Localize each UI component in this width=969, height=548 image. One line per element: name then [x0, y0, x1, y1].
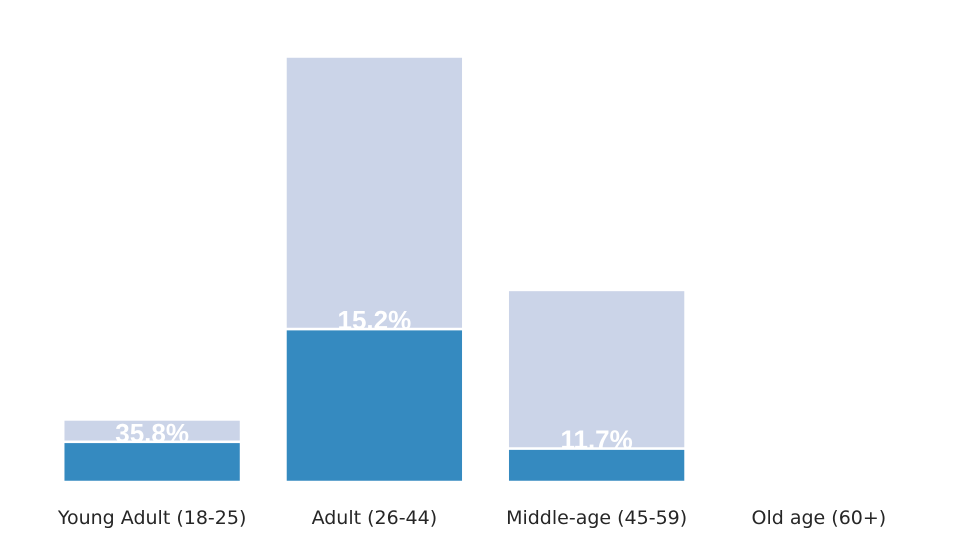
x-tick-label-3: Middle-age (45-59): [506, 507, 687, 529]
x-axis-tick-labels: Young Adult (18-25) Adult (26-44) Middle-a…: [57, 507, 886, 529]
bar-value-label-2: 15.2%: [338, 305, 412, 335]
x-tick-label-2: Adult (26-44): [312, 507, 438, 529]
bar-value-label-1: 35.8%: [115, 418, 189, 448]
x-tick-label-4: Old age (60+): [752, 507, 887, 529]
bar-labels-layer: 35.8% 15.2% 11.7%: [115, 305, 633, 454]
bar-upper-3: [506, 288, 687, 450]
bar-lower-1: [61, 440, 243, 484]
bar-value-label-3: 11.7%: [560, 425, 632, 455]
bar-lower-3: [506, 447, 687, 484]
bar-upper-2: [284, 55, 465, 331]
bar-lower-2: [284, 327, 465, 484]
bars-layer: [61, 55, 910, 484]
bar-upper-1: [61, 418, 243, 444]
x-tick-label-1: Young Adult (18-25): [57, 507, 246, 529]
